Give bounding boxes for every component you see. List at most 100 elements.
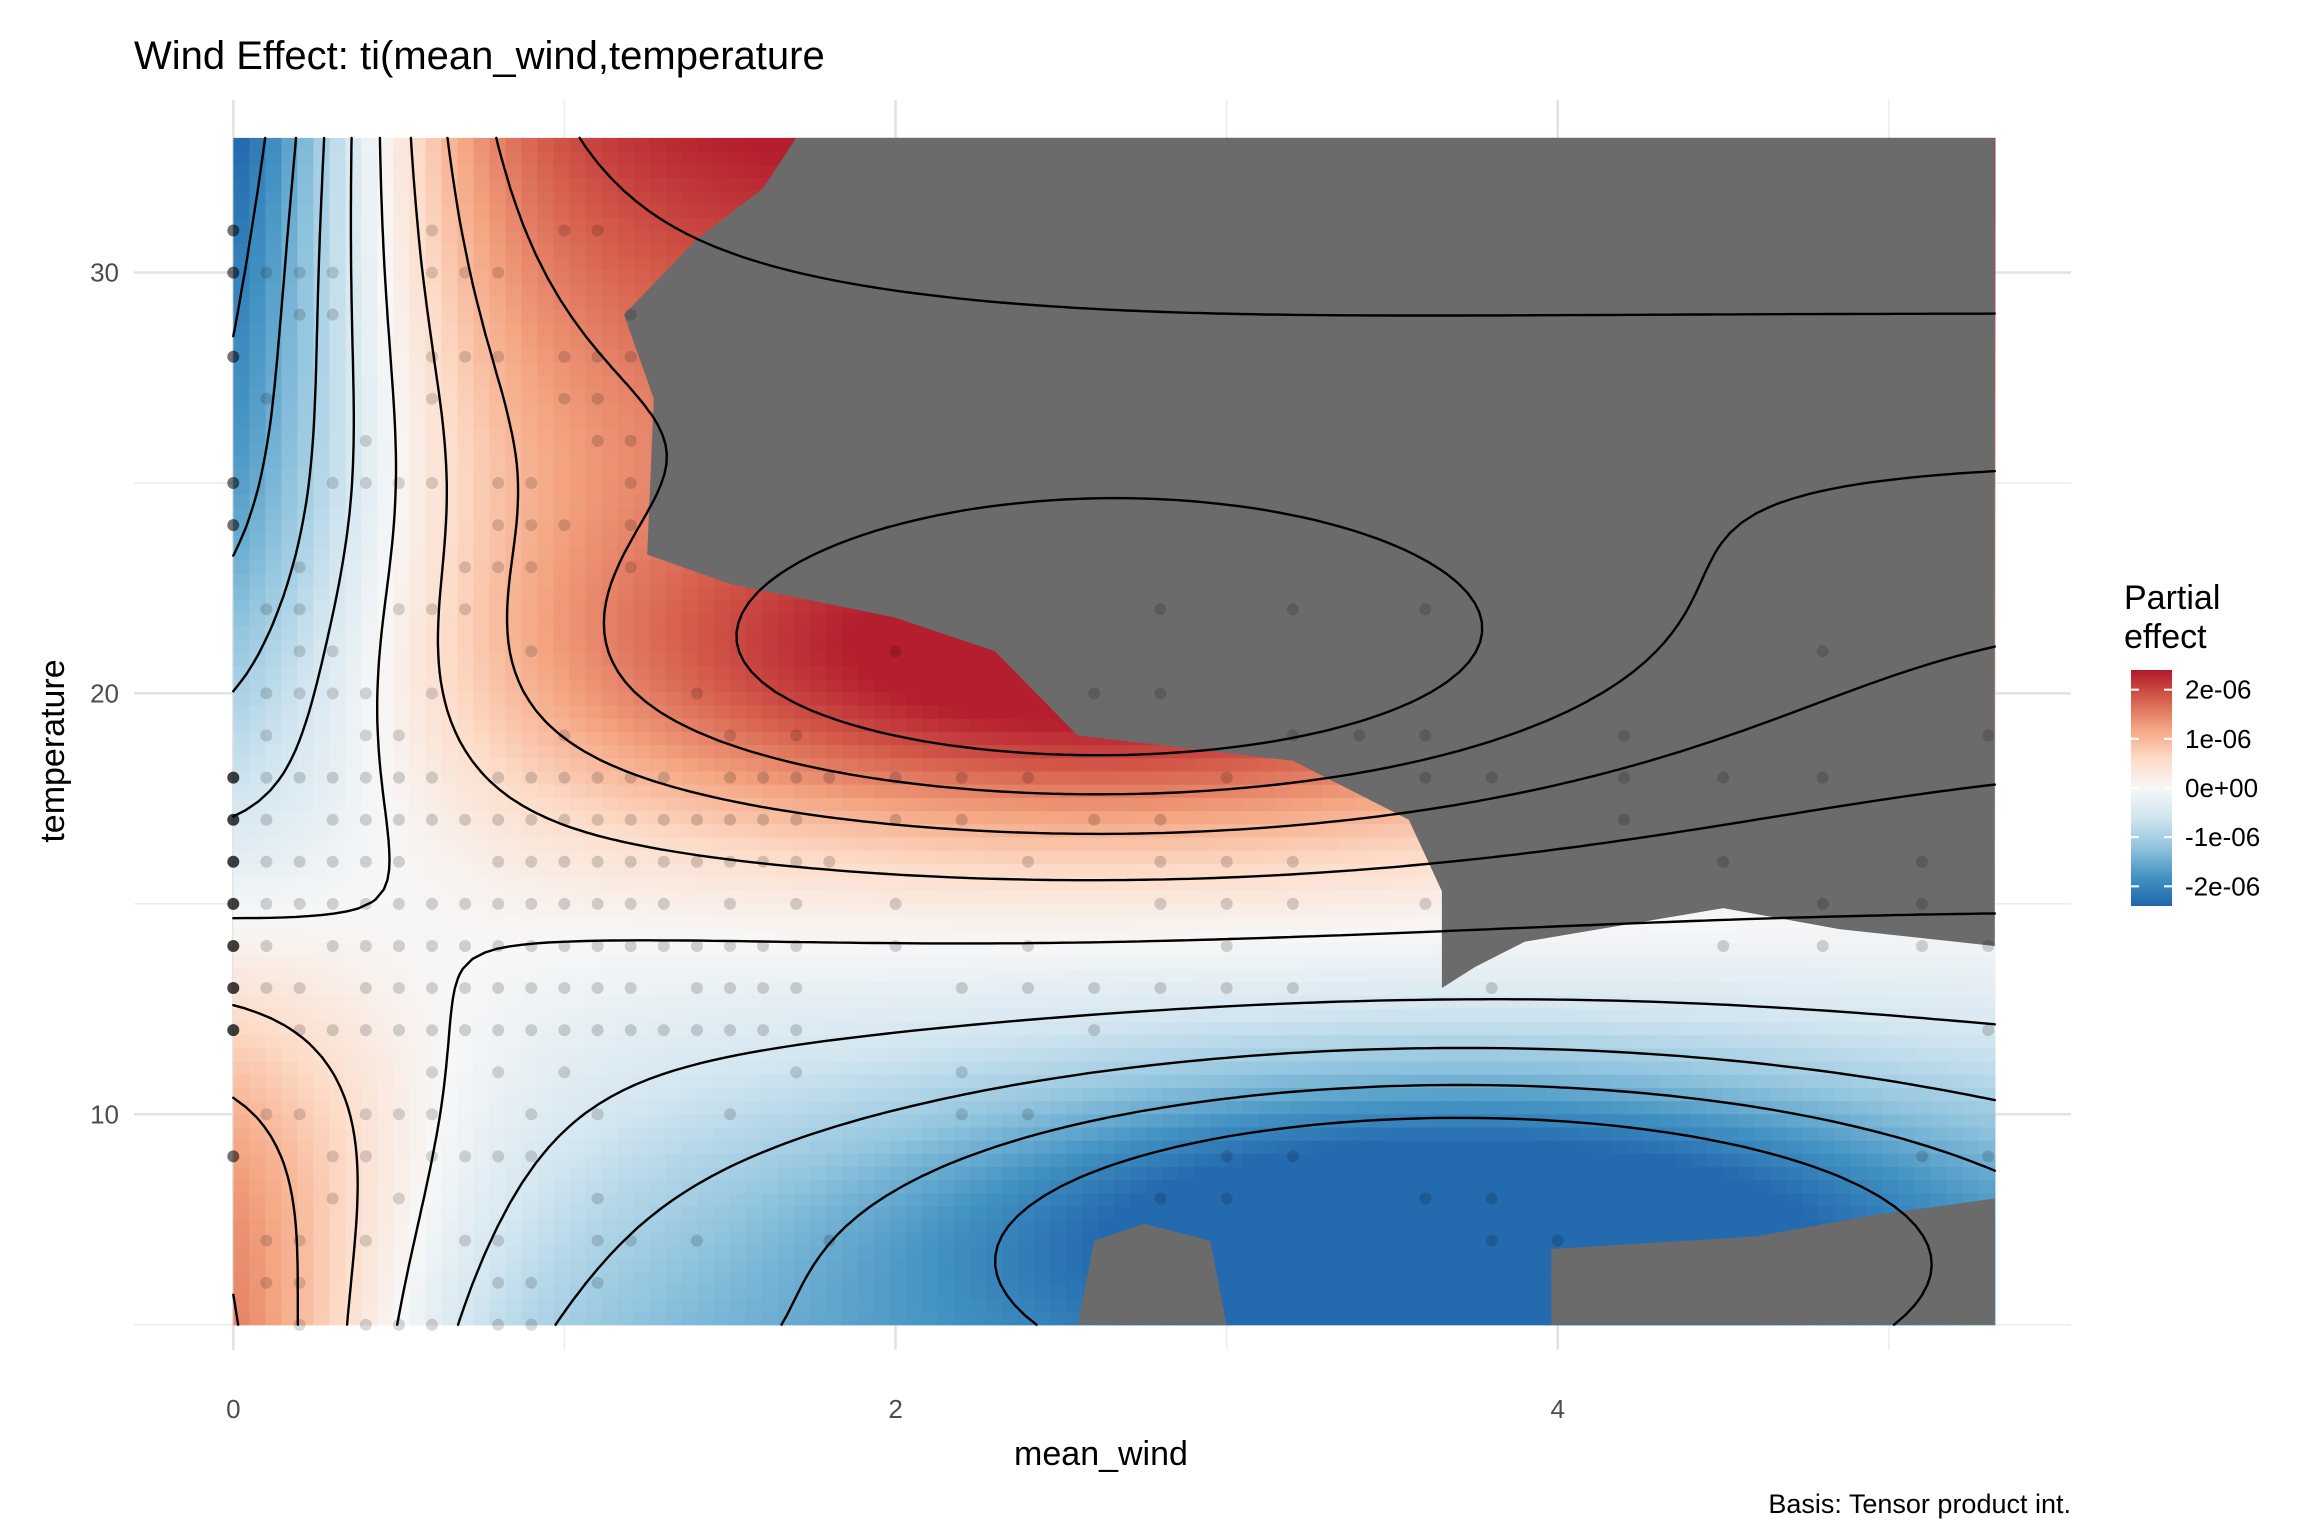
heatmap-tile [409,586,427,601]
heatmap-tile [361,599,379,614]
heatmap-tile [617,203,635,218]
heatmap-tile [937,1100,955,1115]
heatmap-tile [281,362,298,376]
heatmap-tile [857,612,875,627]
heatmap-tile [1001,1126,1019,1141]
heatmap-tile [249,731,266,746]
heatmap-tile [265,296,282,310]
heatmap-tile [425,981,443,996]
heatmap-tile [1050,1298,1067,1313]
heatmap-tile [985,863,1003,877]
heatmap-tile [729,1034,747,1049]
heatmap-tile [569,493,587,508]
heatmap-tile [473,876,491,891]
heatmap-tile [601,507,619,521]
heatmap-tile [569,480,587,495]
heatmap-tile [393,704,411,719]
heatmap-tile [649,1219,667,1234]
heatmap-tile [249,784,266,798]
heatmap-tile [345,836,363,851]
heatmap-tile [473,388,491,403]
heatmap-tile [921,652,939,666]
heatmap-tile [361,454,379,469]
heatmap-tile [377,1126,395,1141]
heatmap-tile [457,362,475,376]
heatmap-tile [473,915,491,930]
heatmap-tile [649,612,667,627]
heatmap-tile [617,164,635,179]
heatmap-tile [649,1087,667,1102]
heatmap-tile [697,1311,715,1326]
heatmap-tile [1018,1272,1035,1286]
heatmap-tile [441,744,459,759]
heatmap-tile [281,889,298,904]
heatmap-tile [537,678,555,693]
heatmap-tile [857,1285,875,1299]
heatmap-tile [857,942,875,957]
heatmap-tile [745,1245,763,1260]
heatmap-tile [889,1311,907,1326]
heatmap-tile [1098,981,1115,996]
heatmap-tile [793,639,811,653]
heatmap-tile [617,1034,635,1049]
heatmap-tile [905,981,923,996]
heatmap-tile [569,533,587,548]
heatmap-tile [825,1140,843,1154]
heatmap-tile [745,625,763,640]
heatmap-tile [777,955,795,970]
heatmap-tile [697,652,715,666]
heatmap-tile [393,217,411,231]
heatmap-tile [1082,784,1099,798]
heatmap-tile [665,625,683,640]
heatmap-tile [249,678,266,693]
heatmap-tile [793,1153,811,1168]
heatmap-tile [985,665,1003,680]
heatmap-tile [473,533,491,548]
heatmap-tile [297,1285,314,1299]
heatmap-tile [889,665,907,680]
heatmap-tile [425,520,443,535]
heatmap-tile [761,1206,779,1220]
heatmap-tile [361,1206,379,1220]
heatmap-tile [393,1166,411,1181]
heatmap-tile [1001,929,1019,943]
heatmap-tile [345,929,363,943]
heatmap-tile [345,691,363,706]
heatmap-tile [681,797,699,812]
heatmap-tile [889,1153,907,1168]
heatmap-tile [857,823,875,838]
heatmap-tile [537,942,555,957]
heatmap-tile [345,230,363,244]
heatmap-tile [585,612,603,627]
heatmap-tile [473,151,491,165]
heatmap-tile [793,678,811,693]
heatmap-tile [329,929,347,943]
heatmap-tile [633,1153,651,1168]
heatmap-tile [665,1232,683,1247]
heatmap-tile [409,137,427,152]
heatmap-tile [809,823,827,838]
heatmap-tile [281,1192,298,1207]
heatmap-tile [377,322,395,337]
heatmap-tile [569,876,587,891]
heatmap-tile [329,1153,347,1168]
heatmap-tile [633,665,651,680]
heatmap-tile [329,1034,347,1049]
heatmap-tile [1034,1232,1051,1247]
heatmap-tile [489,625,507,640]
heatmap-tile [937,1061,955,1075]
heatmap-tile [265,454,282,469]
heatmap-tile [297,1206,314,1220]
heatmap-tile [665,678,683,693]
heatmap-tile [793,1179,811,1194]
heatmap-tile [393,1061,411,1075]
heatmap-tile [681,203,699,218]
heatmap-tile [905,889,923,904]
heatmap-tile [297,362,314,376]
heatmap-tile [457,520,475,535]
heatmap-tile [297,915,314,930]
heatmap-tile [361,1219,379,1234]
heatmap-tile [937,929,955,943]
heatmap-tile [441,1140,459,1154]
heatmap-tile [569,164,587,179]
